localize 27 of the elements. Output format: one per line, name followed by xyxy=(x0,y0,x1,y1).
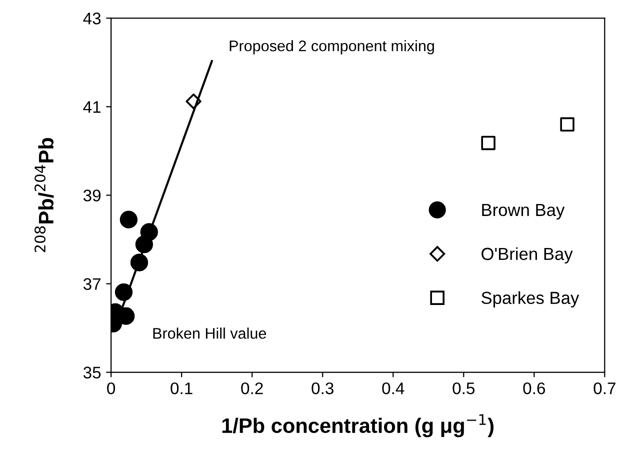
x-tick-label: 0.2 xyxy=(241,382,263,394)
legend-label: Sparkes Bay xyxy=(482,291,580,308)
point xyxy=(120,210,138,228)
annotation: Broken Hill value xyxy=(153,328,266,339)
y-tick-label: 35 xyxy=(83,366,101,378)
point xyxy=(114,283,133,301)
legend-label: O'Brien Bay xyxy=(482,247,573,264)
legend-label: Brown Bay xyxy=(482,204,565,220)
point xyxy=(560,117,574,132)
x-tick-label: 0.3 xyxy=(312,382,334,394)
x-tick-label: 0.5 xyxy=(452,382,475,394)
x-tick-label: 0 xyxy=(107,382,116,394)
y-tick-label: 41 xyxy=(83,101,101,113)
point xyxy=(481,136,496,150)
x-tick-label: 0.6 xyxy=(523,382,545,394)
y-tick-label: 37 xyxy=(83,278,101,290)
x-tick-label: 0.4 xyxy=(382,382,404,394)
annotation: Proposed 2 component mixing xyxy=(230,40,434,54)
y-tick-label: 39 xyxy=(83,190,101,202)
x-axis-title: 1/Pb concentration (g μg$^{−1}$) xyxy=(222,414,494,438)
x-tick-label: 0.1 xyxy=(170,382,192,394)
point xyxy=(186,94,202,110)
y-axis-title: $^{208}$Pb/$^{204}$Pb xyxy=(34,138,54,252)
point xyxy=(130,254,148,272)
point xyxy=(135,236,154,254)
x-tick-label: 0.7 xyxy=(594,382,616,394)
y-tick-label: 43 xyxy=(83,12,101,24)
